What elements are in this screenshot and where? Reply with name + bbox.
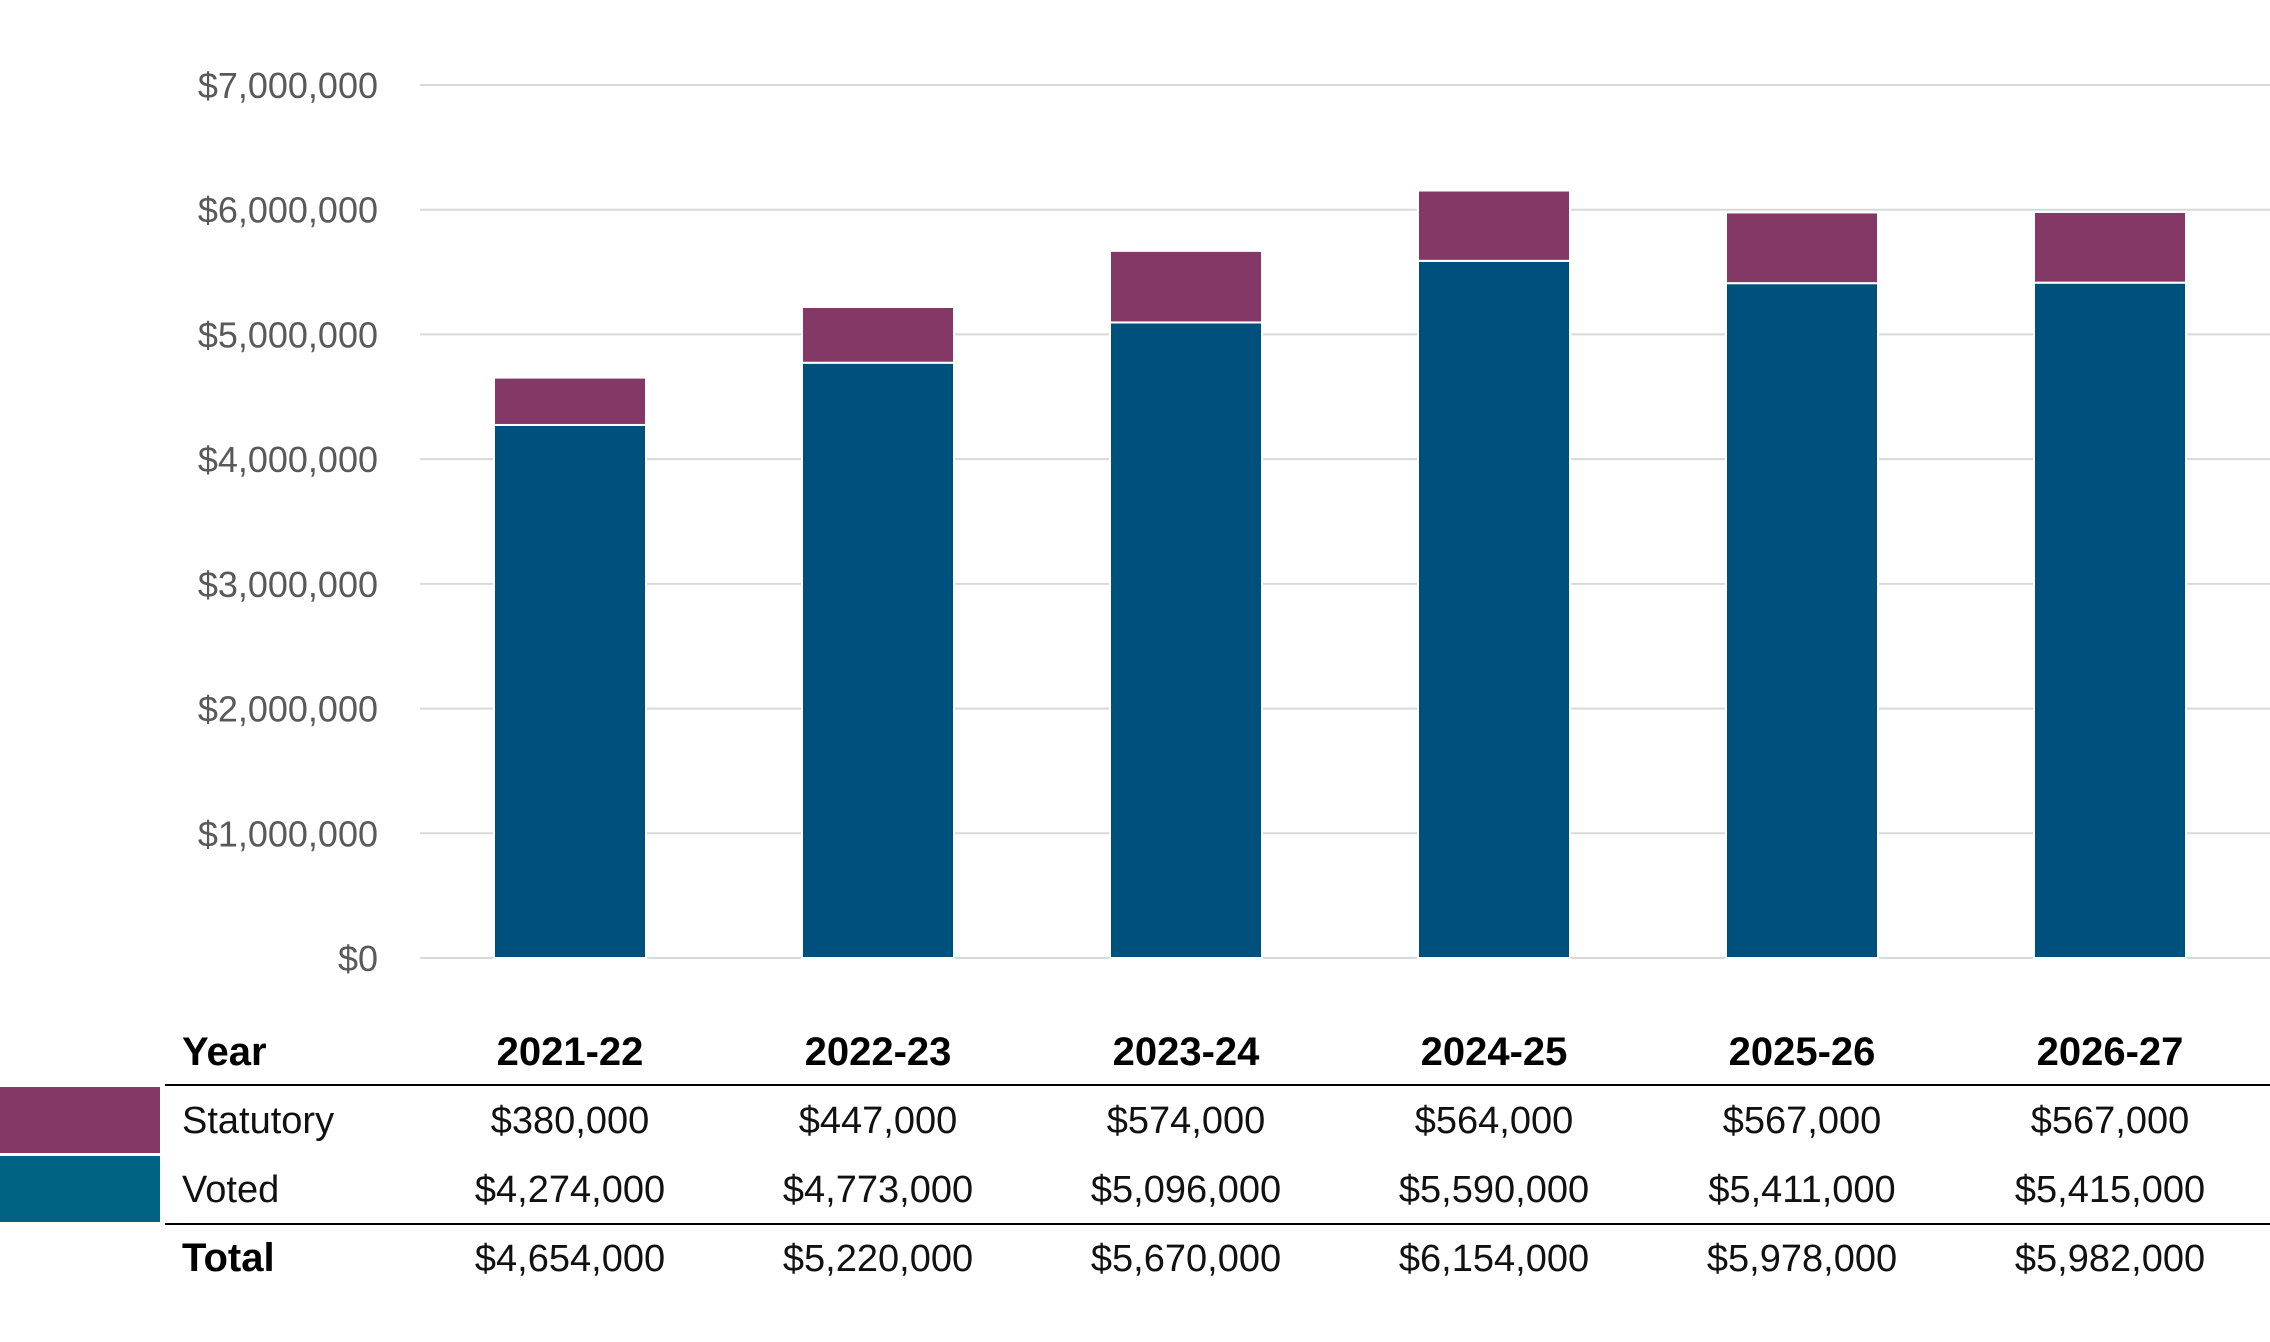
bar-voted-2026-27	[2033, 281, 2187, 960]
table-total-cell: $5,978,000	[1707, 1238, 1897, 1280]
table-header-year: 2025-26	[1729, 1030, 1876, 1074]
bar-voted-2023-24	[1109, 321, 1263, 959]
table-cell: $5,415,000	[2015, 1169, 2205, 1211]
bar-statutory-2023-24	[1109, 249, 1263, 324]
y-tick-label: $4,000,000	[198, 439, 378, 480]
y-tick-label: $6,000,000	[198, 190, 378, 231]
table-row-label: Statutory	[182, 1100, 334, 1142]
data-table: Year 2021-22 2022-23 2023-24 2024-25 2025-26 2…	[0, 1030, 2270, 1280]
table-header-year: 2021-22	[497, 1030, 644, 1074]
bar-statutory-2022-23	[801, 305, 955, 364]
legend-swatch-voted	[0, 1156, 160, 1222]
table-total-cell: $6,154,000	[1399, 1238, 1589, 1280]
table-cell: $567,000	[1723, 1100, 1882, 1142]
bar-voted-2021-22	[493, 423, 647, 959]
table-cell: $447,000	[799, 1100, 958, 1142]
y-tick-label: $7,000,000	[198, 65, 378, 106]
table-cell: $4,274,000	[475, 1169, 665, 1211]
y-tick-label: $0	[338, 938, 378, 979]
table-row-label: Voted	[182, 1169, 279, 1211]
table-total-cell: $5,982,000	[2015, 1238, 2205, 1280]
legend-swatch-statutory	[0, 1087, 160, 1153]
table-header-year: 2023-24	[1113, 1030, 1261, 1074]
y-tick-label: $1,000,000	[198, 813, 378, 854]
gridlines	[420, 84, 2270, 959]
table-cell: $5,096,000	[1091, 1169, 1281, 1211]
y-tick-label: $3,000,000	[198, 564, 378, 605]
bar-voted-2024-25	[1417, 259, 1571, 959]
table-total-cell: $5,670,000	[1091, 1238, 1281, 1280]
bar-statutory-2021-22	[493, 376, 647, 426]
bar-statutory-2025-26	[1725, 211, 1879, 285]
y-tick-label: $5,000,000	[198, 314, 378, 355]
table-cell: $574,000	[1107, 1100, 1266, 1142]
table-cell: $380,000	[491, 1100, 650, 1142]
bar-voted-2025-26	[1725, 282, 1879, 959]
bars	[493, 189, 2187, 960]
table-header-year: 2024-25	[1421, 1030, 1568, 1074]
table-total-cell: $5,220,000	[783, 1238, 973, 1280]
table-cell: $564,000	[1415, 1100, 1574, 1142]
table-total-label: Total	[182, 1236, 275, 1280]
table-cell: $5,411,000	[1708, 1169, 1895, 1211]
bar-statutory-2024-25	[1417, 189, 1571, 262]
table-total-cell: $4,654,000	[475, 1238, 665, 1280]
y-tick-label: $2,000,000	[198, 689, 378, 730]
table-header-year: 2026-27	[2037, 1030, 2184, 1074]
bar-statutory-2026-27	[2033, 210, 2187, 284]
table-cell: $5,590,000	[1399, 1169, 1589, 1211]
table-header-year: 2022-23	[805, 1030, 952, 1074]
table-cell: $4,773,000	[783, 1169, 973, 1211]
table-cell: $567,000	[2031, 1100, 2190, 1142]
y-axis: $0 $1,000,000 $2,000,000 $3,000,000 $4,000,0…	[198, 65, 378, 979]
bar-voted-2022-23	[801, 361, 955, 959]
table-header-label: Year	[182, 1030, 267, 1074]
